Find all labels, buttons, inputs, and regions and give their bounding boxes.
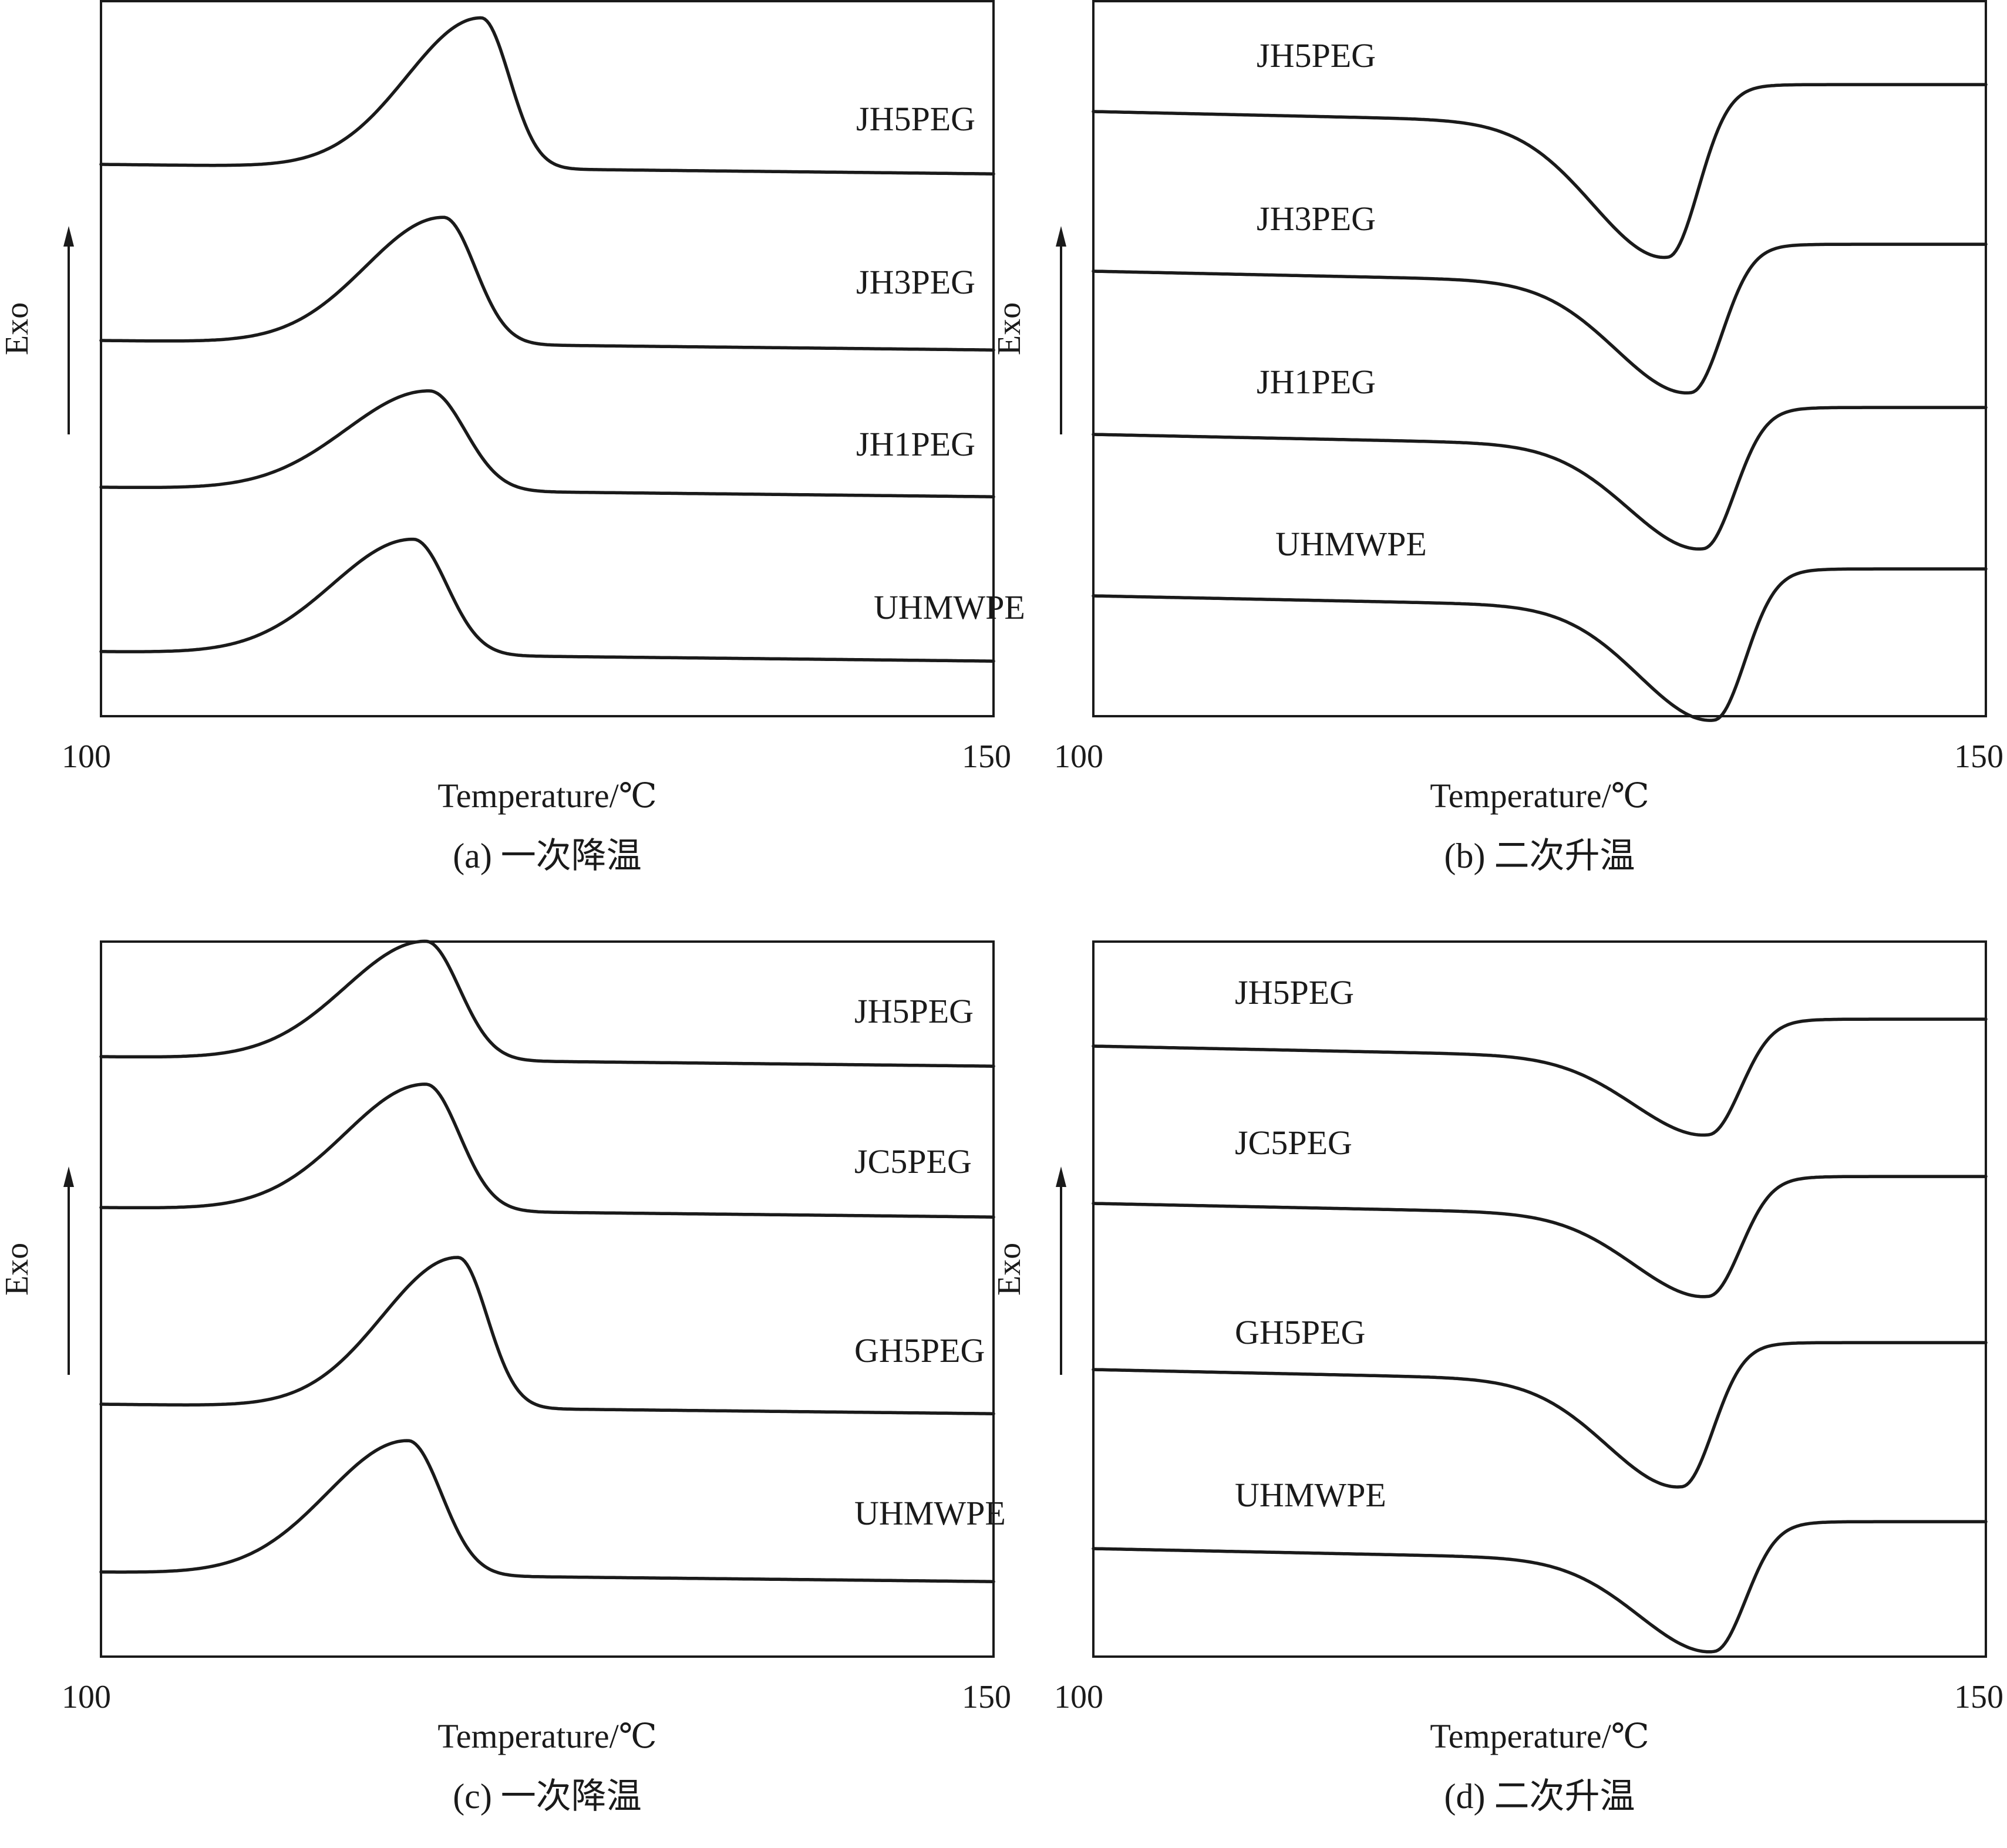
- plot-frame: [100, 940, 995, 1658]
- series-line-jh3peg: [99, 215, 995, 352]
- plot-frame: [1092, 940, 1987, 1658]
- series-line-jc5peg: [1092, 1175, 1988, 1299]
- series-label: UHMWPE: [874, 588, 1025, 626]
- panel-caption: (c) 一次降温: [453, 1777, 642, 1816]
- series-line-gh5peg: [99, 1256, 995, 1415]
- series-label: JH5PEG: [1235, 973, 1354, 1011]
- x-axis-label: Temperature/℃: [1430, 1717, 1649, 1755]
- chart-panel-1: JH5PEG JH3PEG JH1PEG UHMWPE Exo 100 150 Tempera…: [991, 0, 2003, 875]
- series-line-uhmwpe: [99, 1439, 995, 1583]
- series-line-gh5peg: [1092, 1341, 1988, 1489]
- series-line-jh5peg: [1092, 83, 1988, 259]
- series-line-uhmwpe: [99, 537, 995, 663]
- series-line-jh5peg: [1092, 1017, 1988, 1137]
- series-line-jh3peg: [1092, 242, 1988, 395]
- exo-arrow-icon: [1056, 226, 1066, 247]
- series-label: JH3PEG: [856, 263, 975, 301]
- series-label: JH3PEG: [1257, 200, 1376, 238]
- y-axis-label: Exo: [0, 1243, 35, 1296]
- panel-caption: (a) 一次降温: [453, 837, 642, 875]
- exo-arrow-icon: [63, 1166, 74, 1187]
- chart-panel-2: JH5PEG JC5PEG GH5PEG UHMWPE Exo 100 150 Tempera…: [0, 939, 1011, 1816]
- x-tick-label: 100: [62, 1679, 111, 1715]
- exo-arrow-icon: [63, 226, 74, 247]
- series-label: JC5PEG: [1235, 1124, 1352, 1162]
- exo-arrow-icon: [1056, 1166, 1066, 1187]
- series-line-jh1peg: [1092, 406, 1988, 551]
- series-label: UHMWPE: [854, 1494, 1006, 1532]
- x-tick-label: 100: [1054, 738, 1103, 775]
- series-line-jc5peg: [99, 1083, 995, 1219]
- series-label: UHMWPE: [1275, 525, 1427, 563]
- series-label: JH5PEG: [1257, 36, 1376, 75]
- series-line-jh1peg: [99, 389, 995, 498]
- x-tick-label: 100: [1054, 1679, 1103, 1715]
- x-tick-label: 150: [1954, 738, 2003, 775]
- x-tick-label: 150: [962, 1679, 1011, 1715]
- series-line-jh5peg: [99, 939, 995, 1068]
- plot-frame: [100, 0, 995, 717]
- series-label: GH5PEG: [854, 1331, 985, 1370]
- series-line-uhmwpe: [1092, 1520, 1988, 1654]
- x-tick-label: 100: [62, 738, 111, 775]
- series-line-jh5peg: [99, 16, 995, 176]
- plot-frame: [1092, 0, 1987, 717]
- series-label: JH1PEG: [856, 425, 975, 463]
- x-axis-label: Temperature/℃: [1430, 777, 1649, 815]
- series-label: JC5PEG: [854, 1142, 972, 1181]
- panel-caption: (b) 二次升温: [1444, 837, 1635, 875]
- y-axis-label: Exo: [991, 1243, 1028, 1296]
- x-tick-label: 150: [962, 738, 1011, 775]
- x-axis-label: Temperature/℃: [437, 777, 656, 815]
- series-label: JH1PEG: [1257, 363, 1376, 401]
- series-label: GH5PEG: [1235, 1313, 1365, 1351]
- panel-caption: (d) 二次升温: [1444, 1777, 1635, 1816]
- series-label: JH5PEG: [856, 100, 975, 138]
- y-axis-label: Exo: [0, 302, 35, 355]
- x-axis-label: Temperature/℃: [437, 1717, 656, 1755]
- series-line-uhmwpe: [1092, 567, 1988, 722]
- series-label: JH5PEG: [854, 992, 974, 1030]
- y-axis-label: Exo: [991, 302, 1028, 355]
- series-label: UHMWPE: [1235, 1476, 1386, 1514]
- chart-panel-0: JH5PEG JH3PEG JH1PEG UHMWPE Exo 100 150 Tempera…: [0, 0, 1025, 875]
- chart-panel-3: JH5PEG JC5PEG GH5PEG UHMWPE Exo 100 150 Tempera…: [991, 940, 2003, 1816]
- x-tick-label: 150: [1954, 1679, 2003, 1715]
